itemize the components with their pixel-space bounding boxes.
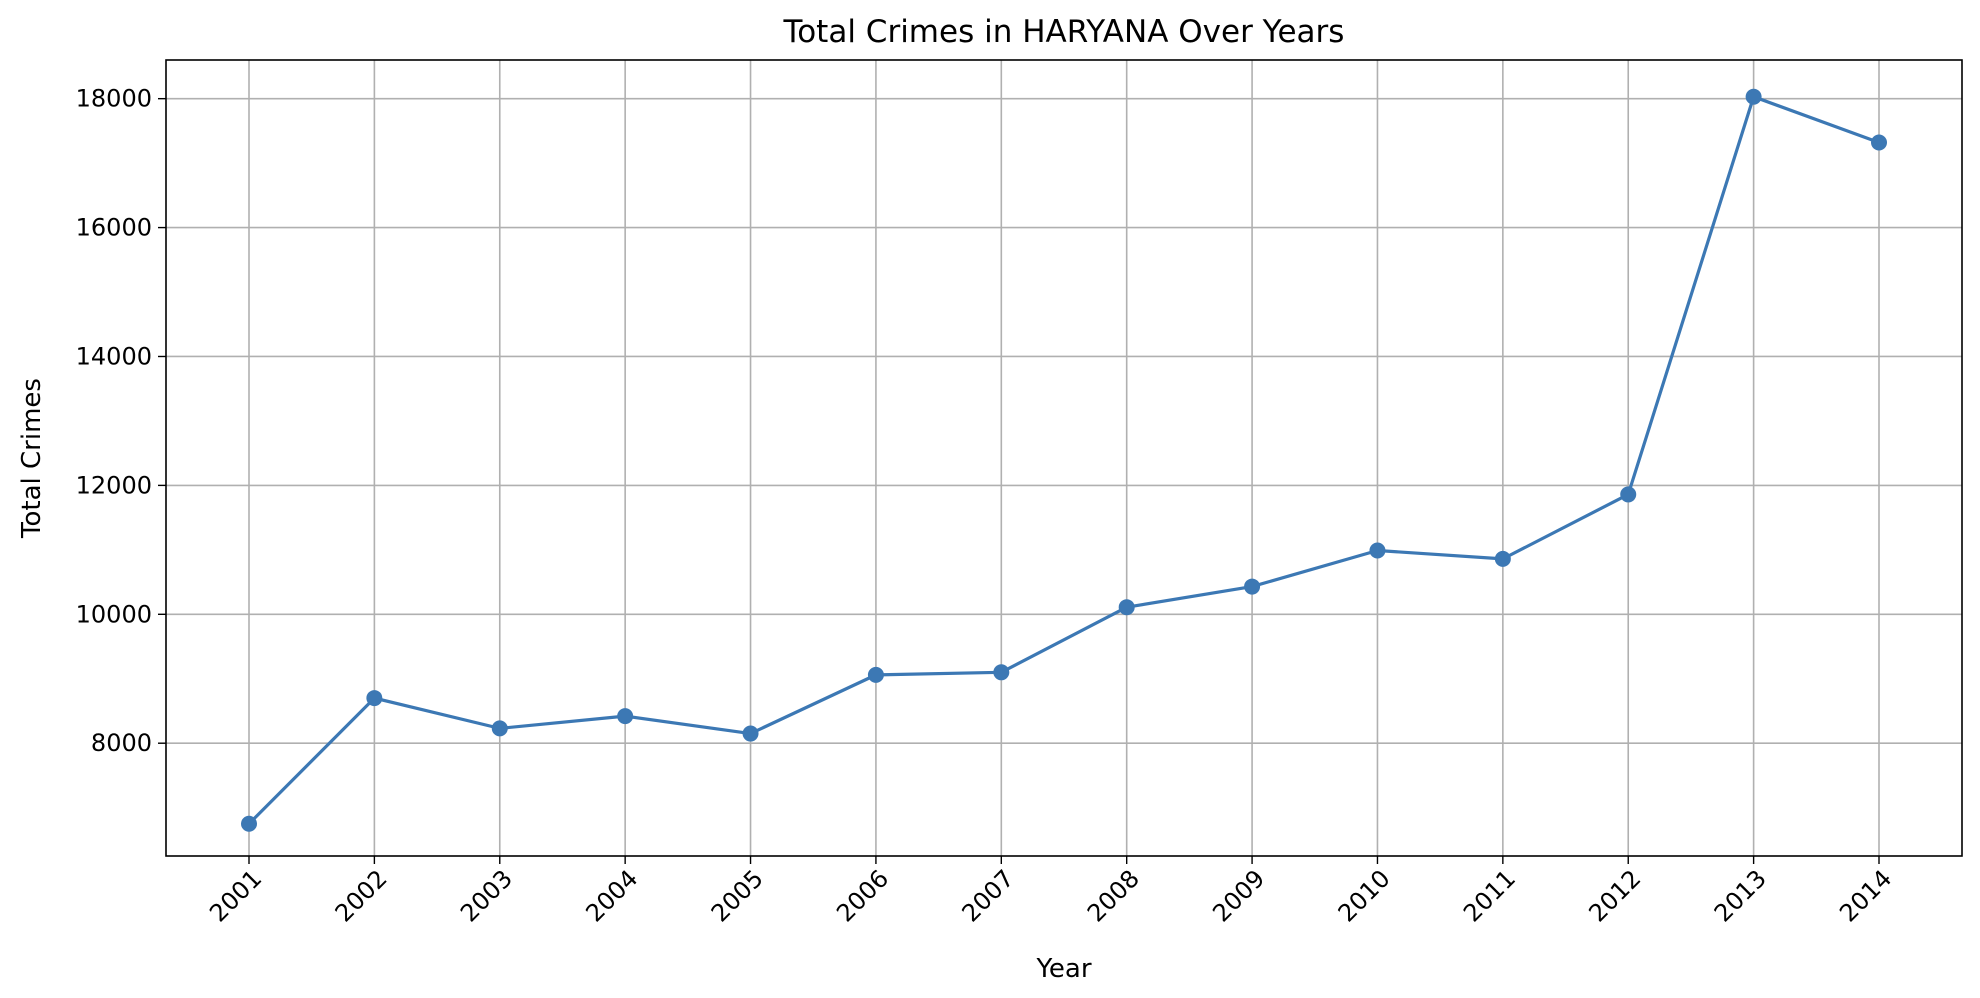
data-point [742,725,759,742]
y-tick-label: 18000 [76,85,152,113]
x-tick-label: 2006 [831,864,894,927]
data-point [867,666,884,683]
y-tick-label: 8000 [91,729,152,757]
data-point [1871,134,1887,151]
grid [166,60,1962,856]
x-axis: 2001 2002 2003 2004 2005 2006 2007 2008 2009 2010… [204,856,1897,927]
y-axis: 8000 10000 12000 14000 16000 18000 [76,85,166,757]
x-tick-label: 2013 [1709,864,1772,927]
x-tick-label: 2009 [1207,864,1270,927]
x-tick-label: 2007 [957,864,1020,927]
data-point [1620,486,1637,503]
x-tick-label: 2001 [204,864,267,927]
x-tick-label: 2012 [1583,864,1646,927]
data-point [993,664,1010,681]
x-axis-title: Year [1035,954,1091,984]
data-point [241,815,257,832]
x-tick-label: 2010 [1333,864,1396,927]
chart-title: Total Crimes in HARYANA Over Years [783,14,1345,50]
data-point [617,708,634,725]
data-point [1494,550,1511,567]
y-tick-label: 14000 [76,342,152,370]
x-tick-label: 2002 [330,864,393,927]
data-point [1244,578,1261,595]
y-tick-label: 10000 [76,600,152,628]
x-tick-label: 2004 [580,864,643,927]
x-tick-label: 2008 [1082,864,1145,927]
y-tick-label: 12000 [76,471,152,499]
x-tick-label: 2011 [1458,864,1521,927]
plot-area-frame [165,59,1963,857]
data-point [491,720,508,737]
y-tick-label: 16000 [76,214,152,242]
x-tick-label: 2005 [706,864,769,927]
data-point [1369,542,1386,559]
y-axis-title: Total Crimes [17,378,47,539]
series-layer [241,88,1887,832]
x-tick-label: 2014 [1834,864,1897,927]
series-line [247,95,1880,825]
x-tick-label: 2003 [455,864,518,927]
data-point [366,690,383,707]
data-point [1745,88,1762,105]
data-point [1118,599,1135,616]
